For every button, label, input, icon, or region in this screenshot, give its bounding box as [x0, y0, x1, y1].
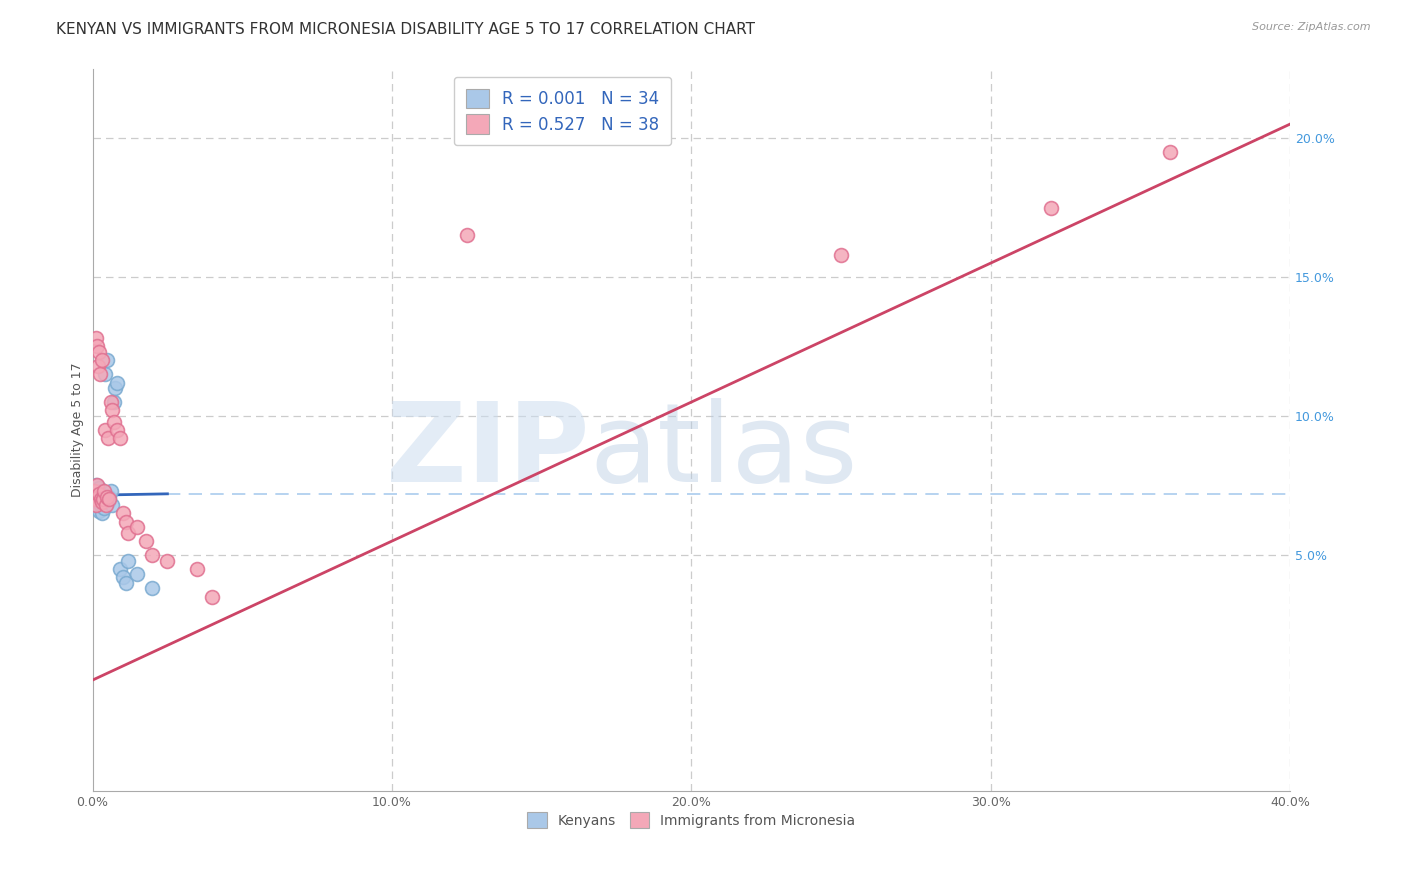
Point: [108, 431, 131, 445]
Point: [104, 381, 127, 395]
Point: [100, 395, 122, 409]
Point: [87, 487, 110, 501]
Point: [84, 490, 107, 504]
Point: [201, 590, 224, 604]
Point: [89, 503, 111, 517]
Point: [83, 492, 105, 507]
Point: [86, 478, 108, 492]
Point: [96, 490, 118, 504]
Point: [90, 498, 112, 512]
Point: [114, 575, 136, 590]
Point: [96, 431, 118, 445]
Point: [87, 359, 110, 373]
Point: [94, 492, 117, 507]
Point: [84, 492, 107, 507]
Point: [86, 495, 108, 509]
Point: [87, 487, 110, 501]
Point: [114, 515, 136, 529]
Point: [98, 490, 121, 504]
Point: [87, 492, 110, 507]
Point: [83, 484, 105, 499]
Point: [84, 498, 107, 512]
Point: [100, 484, 122, 499]
Point: [127, 520, 149, 534]
Point: [127, 567, 149, 582]
Legend: Kenyans, Immigrants from Micronesia: Kenyans, Immigrants from Micronesia: [520, 805, 862, 835]
Point: [96, 353, 118, 368]
Point: [90, 484, 112, 499]
Point: [84, 498, 107, 512]
Point: [830, 248, 852, 262]
Text: Source: ZipAtlas.com: Source: ZipAtlas.com: [1253, 22, 1371, 32]
Point: [89, 481, 111, 495]
Text: atlas: atlas: [589, 398, 858, 505]
Point: [84, 478, 107, 492]
Point: [86, 484, 108, 499]
Text: KENYAN VS IMMIGRANTS FROM MICRONESIA DISABILITY AGE 5 TO 17 CORRELATION CHART: KENYAN VS IMMIGRANTS FROM MICRONESIA DIS…: [56, 22, 755, 37]
Point: [186, 562, 208, 576]
Point: [111, 506, 134, 520]
Point: [105, 423, 128, 437]
Point: [86, 339, 108, 353]
Point: [103, 415, 125, 429]
Y-axis label: Disability Age 5 to 17: Disability Age 5 to 17: [72, 362, 84, 497]
Point: [101, 498, 124, 512]
Point: [111, 570, 134, 584]
Point: [98, 492, 121, 507]
Point: [93, 487, 115, 501]
Point: [89, 345, 111, 359]
Point: [91, 492, 114, 507]
Point: [90, 492, 112, 507]
Point: [90, 495, 112, 509]
Text: ZIP: ZIP: [387, 398, 589, 505]
Point: [101, 403, 124, 417]
Point: [117, 553, 139, 567]
Point: [456, 228, 478, 243]
Point: [89, 368, 111, 382]
Point: [156, 553, 179, 567]
Point: [105, 376, 128, 390]
Point: [90, 353, 112, 368]
Point: [84, 331, 107, 345]
Point: [96, 495, 118, 509]
Point: [1039, 201, 1062, 215]
Point: [117, 525, 139, 540]
Point: [90, 506, 112, 520]
Point: [141, 548, 163, 562]
Point: [1159, 145, 1181, 159]
Point: [93, 484, 115, 499]
Point: [91, 492, 114, 507]
Point: [93, 500, 115, 515]
Point: [89, 490, 111, 504]
Point: [93, 423, 115, 437]
Point: [84, 487, 107, 501]
Point: [103, 395, 125, 409]
Point: [94, 498, 117, 512]
Point: [108, 562, 131, 576]
Point: [94, 368, 117, 382]
Point: [141, 582, 163, 596]
Point: [135, 534, 157, 549]
